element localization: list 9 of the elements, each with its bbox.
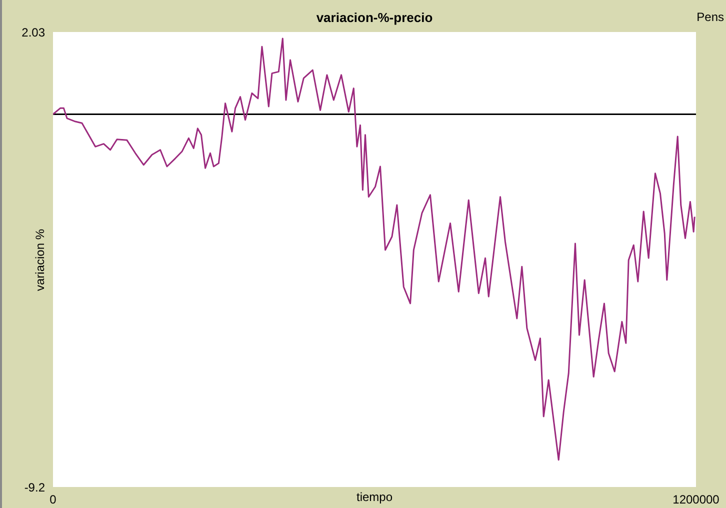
text: Pens (696, 10, 724, 24)
x-axis-title: tiempo (356, 490, 393, 504)
y-tick-label: 2.03 (22, 25, 46, 40)
x-tick-label: 1200000 (672, 492, 720, 507)
x-tick-label: 0 (50, 492, 57, 507)
chart-title: variacion-%-precio (315, 10, 434, 25)
line-series (53, 38, 696, 461)
y-tick-label: -9.2 (24, 480, 46, 494)
y-axis-title: variacion % (33, 228, 47, 291)
